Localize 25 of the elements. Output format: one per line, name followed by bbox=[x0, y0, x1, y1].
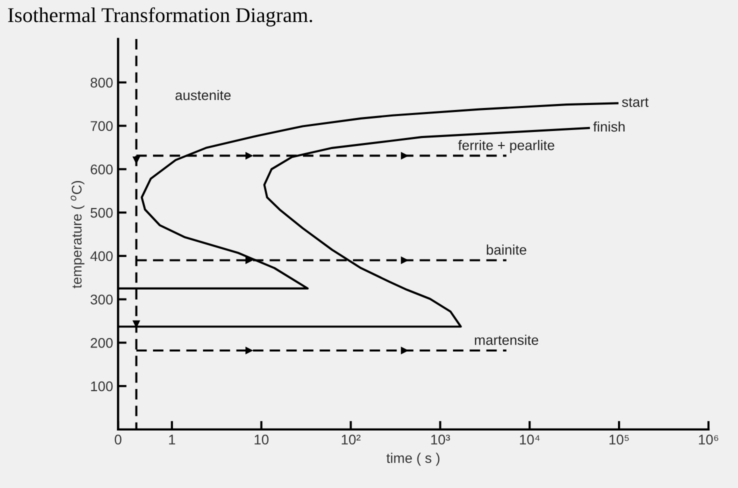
y-tick-label: 800 bbox=[90, 78, 113, 88]
annotation: austenite bbox=[176, 90, 231, 100]
y-tick-label: 100 bbox=[91, 381, 113, 392]
y-tick-label: 400 bbox=[90, 251, 113, 262]
x-tick-label: 10⁴ bbox=[520, 434, 540, 445]
x-tick-label: 10 bbox=[254, 434, 269, 445]
y-tick-label: 300 bbox=[90, 294, 113, 304]
series-label: start bbox=[622, 98, 649, 107]
x-tick-label: 10² bbox=[342, 434, 361, 445]
chart-title: Isothermal Transformation Diagram. bbox=[8, 7, 312, 26]
series-label: finish bbox=[593, 121, 625, 132]
y-tick-label: 500 bbox=[90, 208, 113, 218]
x-tick-label: 0 bbox=[114, 434, 122, 445]
y-tick-label: 700 bbox=[90, 121, 113, 131]
series-label: martensite bbox=[474, 334, 538, 345]
x-tick-label: 1 bbox=[169, 434, 176, 444]
y-tick-label: 600 bbox=[90, 164, 113, 174]
x-tick-label: 10³ bbox=[431, 434, 450, 445]
series-label: ferrite + pearlite bbox=[458, 140, 554, 153]
x-tick-label: 10⁶ bbox=[698, 434, 718, 445]
series-label: bainite bbox=[486, 244, 526, 255]
x-tick-label: 10⁵ bbox=[610, 434, 629, 445]
y-axis-title: temperature ( $^{o}$C) bbox=[70, 180, 84, 288]
x-axis-title: time ( s ) bbox=[386, 452, 440, 466]
y-tick-label: 200 bbox=[90, 338, 113, 348]
